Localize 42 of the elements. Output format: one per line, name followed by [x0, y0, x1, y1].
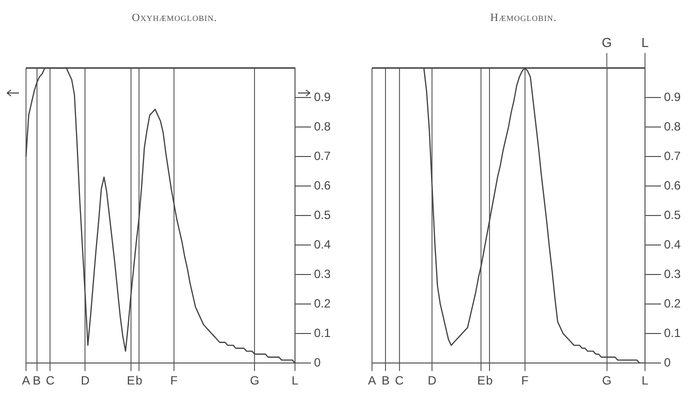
y-tick-label: 0.8 — [314, 119, 332, 134]
y-tick-label: 0.1 — [664, 326, 682, 340]
y-tick-label: 0.2 — [314, 296, 332, 310]
x-tick-label: C — [394, 374, 404, 388]
x-tick-label: E — [477, 374, 486, 388]
y-tick-label: 0.6 — [664, 178, 682, 192]
x-tick-label: D — [80, 374, 90, 388]
x-tick-label: E — [126, 374, 135, 388]
x-tick-label: A — [22, 374, 30, 388]
y-tick-label: 0.1 — [314, 326, 332, 340]
annotation: G — [602, 35, 612, 50]
x-tick-label: C — [46, 374, 55, 388]
x-tick-label: D — [428, 374, 437, 388]
y-tick-label: 0.7 — [314, 148, 332, 163]
x-tick-label: A — [368, 374, 376, 388]
x-tick-label: G — [250, 374, 260, 388]
y-tick-label: 0.8 — [664, 119, 682, 134]
chart-title: Oxyhæmoglobin. — [130, 12, 218, 24]
y-tick-label: 0.5 — [664, 208, 682, 222]
y-tick-label: 0 — [314, 355, 321, 370]
x-tick-label: F — [521, 374, 529, 388]
annotation: L — [641, 35, 649, 50]
x-tick-label: b — [136, 374, 143, 388]
y-tick-label: 0.3 — [664, 266, 682, 281]
y-tick-label: 0.6 — [314, 178, 332, 192]
x-tick-label: L — [292, 374, 299, 388]
x-tick-label: F — [170, 374, 178, 388]
y-tick-label: 0.4 — [314, 237, 332, 252]
y-tick-label: 0.3 — [314, 266, 332, 281]
y-tick-label: 0.7 — [664, 148, 682, 163]
x-tick-label: B — [32, 374, 41, 388]
y-tick-label: 0.5 — [314, 208, 332, 222]
y-tick-label: 0.9 — [664, 90, 682, 104]
y-tick-label: 0 — [664, 355, 671, 370]
x-tick-label: b — [486, 374, 494, 388]
x-tick-label: L — [642, 374, 649, 388]
x-tick-label: B — [382, 374, 390, 388]
y-tick-label: 0.2 — [664, 296, 682, 310]
chart-title: Hæmoglobin. — [489, 12, 558, 24]
y-tick-label: 0.4 — [664, 237, 682, 252]
y-tick-label: 0.9 — [314, 90, 332, 104]
x-tick-label: G — [602, 374, 612, 388]
